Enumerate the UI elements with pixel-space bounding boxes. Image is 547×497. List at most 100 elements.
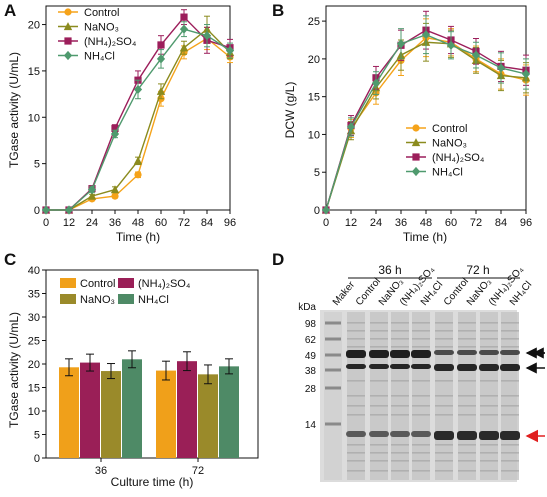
y-axis-label-b: DCW (g/L) — [283, 82, 297, 139]
panel-letter-c: C — [4, 250, 16, 269]
x-tick-label: 60 — [155, 217, 167, 229]
minor-band — [391, 330, 409, 332]
minor-band — [412, 460, 430, 462]
panel-b: B DCW (g/L) Time (h) 0 12 24 36 48 60 72 84 96 0 5… — [272, 1, 532, 244]
band-38 — [457, 364, 477, 371]
legend-marker-nh4so4 — [64, 37, 72, 45]
y-tick-label: 40 — [28, 265, 40, 277]
y-axis-label-a: TGase activity (U/mL) — [7, 52, 21, 168]
legend-label-nh4cl: NH₄Cl — [432, 167, 463, 179]
legend-label-control: Control — [432, 123, 467, 135]
x-tick-label: 0 — [43, 217, 49, 229]
minor-band — [347, 470, 365, 472]
x-tick-label: 36 — [109, 217, 121, 229]
minor-band — [458, 414, 476, 416]
ladder-label-98: 98 — [305, 319, 317, 330]
minor-band — [391, 444, 409, 446]
legend-swatch-c_nh4cl — [118, 294, 134, 304]
minor-band — [370, 330, 388, 332]
minor-band — [480, 444, 498, 446]
band-14 — [500, 431, 520, 440]
minor-band — [458, 452, 476, 454]
minor-band — [435, 395, 453, 397]
data-point-nh4cl — [64, 205, 74, 215]
legend-label-nano3: NaNO₃ — [432, 138, 467, 150]
panel-c: C TGase activity (U/mL) Culture time (h)… — [4, 250, 259, 489]
minor-band — [347, 322, 365, 324]
data-point-nh4cl — [521, 69, 531, 79]
band-49 — [411, 350, 431, 358]
legend-label-control: Control — [84, 7, 119, 19]
minor-band — [412, 444, 430, 446]
x-tick-label: 72 — [470, 217, 482, 229]
minor-band — [412, 380, 430, 382]
minor-band — [501, 405, 519, 407]
band-49 — [434, 350, 454, 355]
y-tick-label: 5 — [34, 430, 40, 442]
data-point-nh4so4 — [111, 124, 119, 132]
minor-band — [435, 444, 453, 446]
ladder-band — [325, 337, 341, 341]
minor-band — [370, 395, 388, 397]
ladder-band — [325, 386, 341, 390]
minor-band — [370, 405, 388, 407]
gel-image — [320, 310, 520, 482]
minor-band — [370, 414, 388, 416]
minor-band — [458, 460, 476, 462]
minor-band — [435, 330, 453, 332]
data-point-nh4cl — [321, 205, 331, 215]
bar-c_nh4so4 — [80, 362, 100, 458]
minor-band — [458, 405, 476, 407]
minor-band — [480, 452, 498, 454]
minor-band — [435, 460, 453, 462]
legend-marker-nano3 — [63, 22, 73, 31]
minor-band — [412, 346, 430, 348]
minor-band — [370, 470, 388, 472]
ladder-band — [325, 353, 341, 357]
ladder-label-62: 62 — [305, 335, 317, 346]
band-14 — [390, 431, 410, 437]
minor-band — [370, 322, 388, 324]
gel-lane — [324, 312, 342, 480]
ladder-label-49: 49 — [305, 351, 317, 362]
minor-band — [347, 452, 365, 454]
legend-label-c_nh4so4: (NH₄)₂SO₄ — [138, 278, 191, 290]
data-point-nh4so4 — [157, 41, 165, 49]
minor-band — [412, 414, 430, 416]
y-tick-label: 0 — [34, 205, 40, 217]
band-49 — [369, 350, 389, 358]
y-tick-label: 20 — [28, 359, 40, 371]
data-point-nh4cl — [87, 185, 97, 195]
band-14 — [434, 431, 454, 440]
legend-c: Control (NH₄)₂SO₄ NaNO₃ NH₄Cl — [60, 278, 191, 306]
lane-label: Maker — [331, 279, 358, 308]
legend-swatch-c_nano3 — [60, 294, 76, 304]
bar-c_nano3 — [101, 371, 121, 458]
bar-c_control — [156, 370, 176, 458]
minor-band — [501, 338, 519, 340]
data-point-nh4so4 — [180, 13, 188, 21]
minor-band — [480, 330, 498, 332]
x-tick-label: 84 — [495, 217, 507, 229]
y-tick-label: 25 — [308, 16, 320, 28]
x-tick-label: 24 — [86, 217, 98, 229]
band-38 — [390, 364, 410, 369]
legend-marker-nano3 — [411, 138, 421, 147]
minor-band — [435, 452, 453, 454]
y-tick-label: 35 — [28, 289, 40, 301]
minor-band — [458, 395, 476, 397]
band-49 — [346, 350, 366, 358]
y-axis-label-c: TGase activity (U/mL) — [7, 312, 21, 428]
ladder-band — [325, 321, 341, 325]
data-point-nh4cl — [421, 30, 431, 40]
y-tick-label: 5 — [314, 167, 320, 179]
data-point-control — [134, 171, 142, 179]
minor-band — [480, 470, 498, 472]
bar-c_nh4cl — [122, 359, 142, 458]
bar-c_nano3 — [198, 374, 218, 458]
minor-band — [391, 414, 409, 416]
data-point-nano3 — [156, 86, 166, 95]
minor-band — [412, 470, 430, 472]
minor-band — [480, 395, 498, 397]
bar-c_control — [59, 367, 79, 458]
